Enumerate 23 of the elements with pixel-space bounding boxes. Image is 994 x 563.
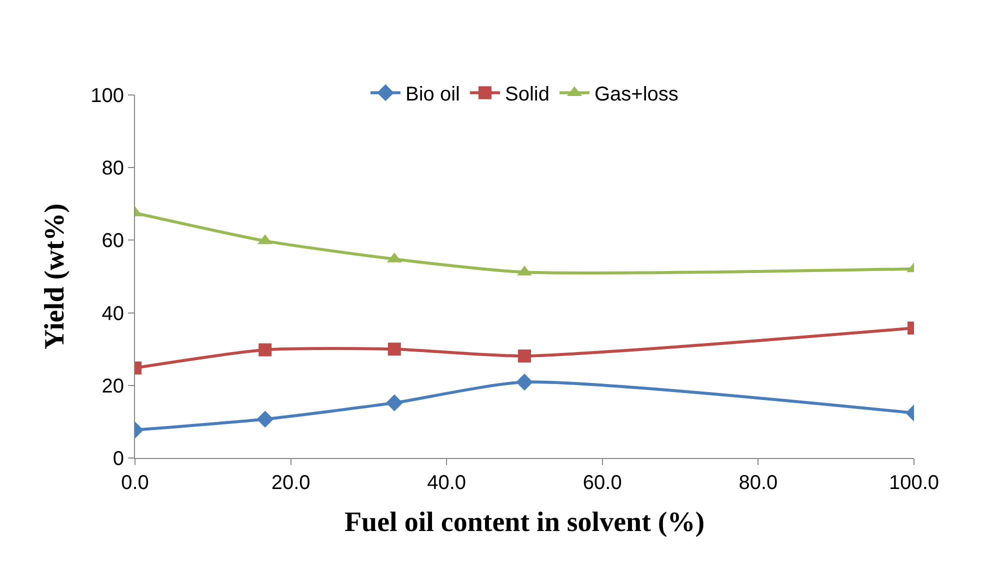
y-tick-label: 60 [102,230,124,252]
y-tick-label: 40 [102,302,124,325]
legend-label: Solid [504,84,550,106]
x-tick-label: 80.0 [738,472,778,494]
y-tick-label: 0 [112,448,124,470]
point [258,343,272,356]
y-axis-title: Yield (wt%) [39,204,70,350]
x-tick-label: 40.0 [427,472,466,494]
x-tick-label: 0.0 [121,472,149,494]
point [516,374,533,391]
x-tick-label: 100.0 [888,472,940,494]
legend-label: Gas+loss [594,84,678,106]
point [386,394,403,412]
x-tick-label: 60.0 [582,472,622,494]
x-axis-title: Fuel oil content in solvent (%) [344,507,705,538]
x-tick-label: 20.0 [271,472,310,494]
point [518,350,531,362]
legend-label: Bio oil [406,84,460,106]
y-tick-label: 100 [90,85,124,107]
point [256,410,274,428]
y-tick-label: 80 [102,158,124,180]
y-tick-label: 20 [102,375,124,398]
point [388,342,401,356]
